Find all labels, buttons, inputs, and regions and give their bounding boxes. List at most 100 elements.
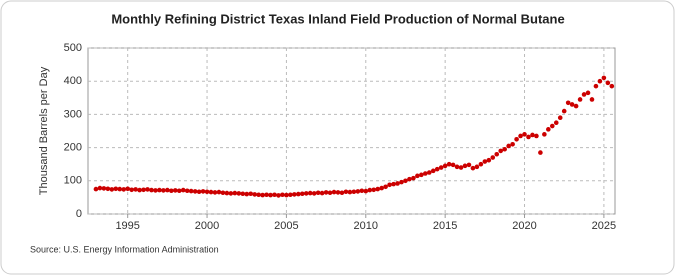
point [105,186,111,192]
point [161,188,166,193]
point [335,190,341,195]
point [192,189,198,194]
point [589,97,595,102]
point [169,188,174,194]
point [510,141,515,147]
point [216,189,222,195]
point [601,75,607,81]
point [522,132,527,137]
point [407,176,412,182]
point [546,127,551,132]
point [542,132,547,137]
point [498,148,504,154]
point [288,192,293,198]
point [117,186,123,192]
point [403,178,408,184]
point [280,192,285,198]
point [339,190,345,196]
point [212,190,218,195]
point [518,133,523,139]
point [438,165,444,170]
point [113,186,119,192]
x-tick-label: 2010 [354,220,378,232]
point [125,186,130,192]
x-tick-label: 2000 [195,220,219,232]
point [391,181,396,187]
point [593,83,599,89]
point [184,188,190,194]
point [196,189,202,195]
point [252,192,257,197]
point [573,103,579,109]
point [597,78,603,84]
point [553,120,559,125]
point [165,187,170,193]
point [538,150,543,155]
x-tick-label: 2020 [512,220,536,232]
y-tick-label: 300 [64,108,82,120]
x-tick-label: 2015 [433,220,457,232]
point [375,186,380,192]
point [260,192,265,198]
point [411,175,416,181]
point [93,186,99,192]
point [442,163,448,169]
point [331,189,337,195]
point [363,188,369,194]
point [276,193,281,198]
point [506,143,511,149]
point [220,190,226,196]
point [430,168,436,174]
point [176,188,182,194]
point [605,80,611,86]
point [208,189,214,195]
point [121,187,127,192]
point [415,173,420,179]
point [232,190,238,196]
point [561,108,567,114]
chart-title: Monthly Refining District Texas Inland F… [111,11,564,26]
point [565,100,571,106]
point [434,166,440,172]
point [97,185,103,191]
x-tick-label: 2005 [274,220,298,232]
point [284,192,289,198]
point [244,191,250,197]
point [264,192,269,198]
y-tick-label: 400 [64,75,82,87]
point [307,190,313,196]
point [494,151,500,157]
plot-area [87,47,616,215]
point [426,170,432,175]
point [343,189,349,195]
y-axis-label: Thousand Barrels per Day [38,66,50,195]
y-tick-label: 500 [64,42,82,54]
point [173,188,178,193]
point [569,102,575,107]
point [141,187,146,193]
point [585,90,591,96]
point [609,83,615,89]
point [129,187,134,193]
point [474,164,480,170]
point [315,190,321,196]
point [224,190,230,196]
point [490,155,496,160]
point [200,189,206,194]
point [204,189,210,195]
point [101,186,107,191]
point [240,191,246,197]
point [228,191,234,196]
point [359,188,365,194]
point [530,132,535,138]
point [454,164,460,170]
x-tick-label: 2025 [592,220,616,232]
point [419,172,424,178]
point [549,123,555,129]
point [387,182,392,188]
point [188,188,194,194]
point [557,115,563,121]
point [355,189,361,194]
point [153,188,158,193]
point [296,191,301,197]
